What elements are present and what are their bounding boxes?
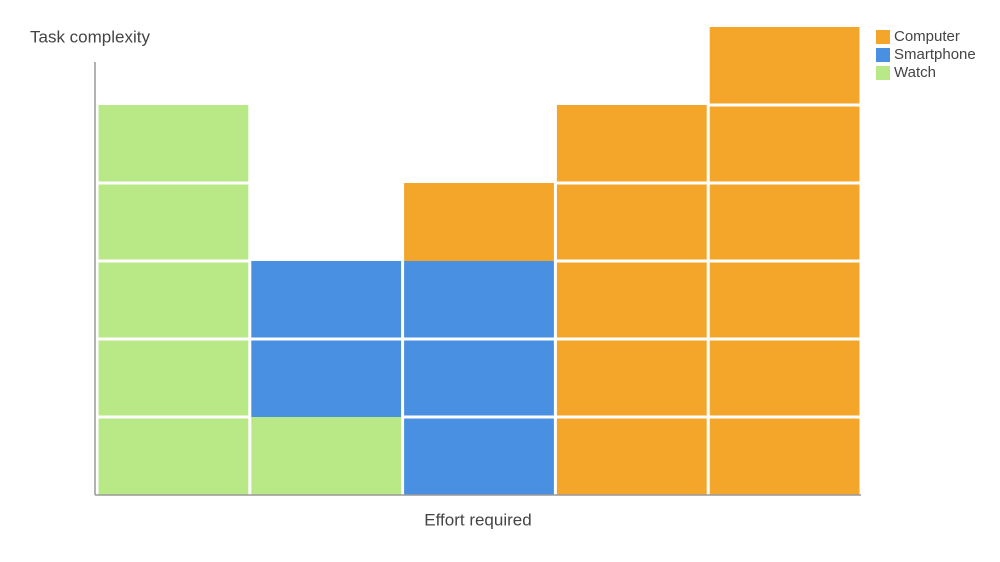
legend-label: Computer	[894, 28, 960, 45]
legend-label: Smartphone	[894, 46, 976, 63]
x-axis-label: Effort required	[424, 510, 531, 529]
bar-segment	[404, 261, 554, 495]
bar-segment	[251, 417, 402, 495]
bar-segment	[404, 183, 554, 261]
bar-segment	[556, 105, 707, 495]
legend-label: Watch	[894, 64, 936, 81]
legend-swatch	[876, 66, 890, 80]
bar-segment	[98, 105, 249, 495]
legend-swatch	[876, 30, 890, 44]
y-axis-label: Task complexity	[30, 27, 150, 46]
legend-swatch	[876, 48, 890, 62]
